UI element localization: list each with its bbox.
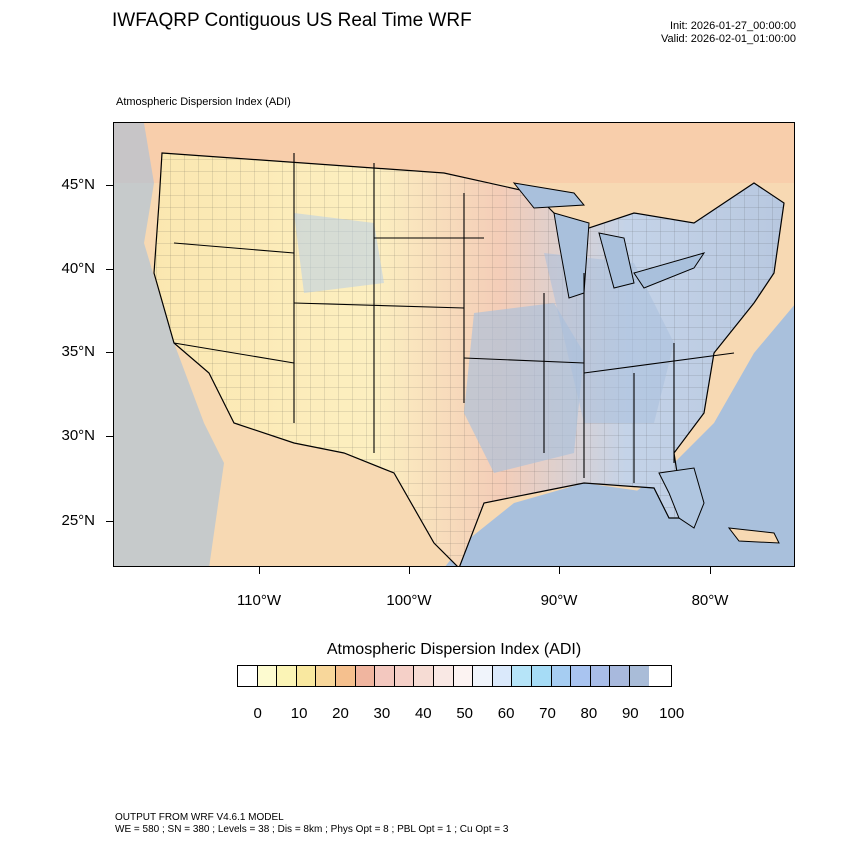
colorbar-box [551,666,572,686]
colorbar-label: 100 [659,705,685,722]
colorbar-label: 50 [456,705,474,722]
colorbar-box [453,666,474,686]
colorbar-box [571,666,591,686]
lat-tick [106,352,113,353]
colorbar-label: 40 [414,705,432,722]
colorbar-box [610,666,630,686]
colorbar-title: Atmospheric Dispersion Index (ADI) [326,641,582,658]
lat-label-30: 30°N [61,427,95,444]
lon-tick [259,567,260,574]
lat-tick [106,436,113,437]
colorbar-label: 0 [253,705,262,722]
footer-line-2: WE = 580 ; SN = 380 ; Levels = 38 ; Dis … [115,824,509,835]
lon-tick [409,567,410,574]
colorbar-label: 90 [621,705,639,722]
colorbar [237,665,672,687]
timestamp-block: Init: 2026-01-27_00:00:00 Valid: 2026-02… [661,20,796,46]
lon-label-100: 100°W [386,592,432,609]
colorbar-box [394,666,415,686]
colorbar-box [590,666,611,686]
map-subtitle: Atmospheric Dispersion Index (ADI) [116,96,291,108]
lat-label-40: 40°N [61,260,95,277]
colorbar-box [414,666,434,686]
colorbar-box [473,666,493,686]
valid-time: Valid: 2026-02-01_01:00:00 [661,33,796,45]
colorbar-label: 20 [332,705,349,722]
colorbar-box [492,666,513,686]
colorbar-box [629,666,650,686]
colorbar-label: 70 [539,705,556,722]
colorbar-box [296,666,317,686]
colorbar-box [512,666,532,686]
colorbar-label: 30 [373,705,391,722]
colorbar-box [531,666,552,686]
lon-tick [559,567,560,574]
colorbar-label: 60 [497,705,515,722]
colorbar-label: 10 [290,705,308,722]
lat-tick [106,521,113,522]
colorbar-box [375,666,395,686]
lon-label-110: 110°W [236,592,282,609]
model-footer: OUTPUT FROM WRF V4.6.1 MODEL WE = 580 ; … [115,812,508,836]
lat-label-25: 25°N [61,512,95,529]
map-panel [113,122,795,567]
lat-label-45: 45°N [61,176,95,193]
colorbar-box [257,666,278,686]
colorbar-box [316,666,336,686]
init-time: Init: 2026-01-27_00:00:00 [670,20,796,32]
colorbar-box [355,666,376,686]
colorbar-box [277,666,297,686]
footer-line-1: OUTPUT FROM WRF V4.6.1 MODEL [115,812,284,823]
lat-tick [106,185,113,186]
colorbar-box [238,666,258,686]
colorbar-box [335,666,356,686]
map-title: IWFAQRP Contiguous US Real Time WRF [112,10,472,31]
lon-label-90: 90°W [540,592,578,609]
colorbar-box [433,666,454,686]
lon-tick [710,567,711,574]
lat-label-35: 35°N [61,343,95,360]
adi-map-graphic [114,123,794,566]
lat-tick [106,269,113,270]
lon-label-80: 80°W [691,592,729,609]
colorbar-label: 80 [580,705,598,722]
